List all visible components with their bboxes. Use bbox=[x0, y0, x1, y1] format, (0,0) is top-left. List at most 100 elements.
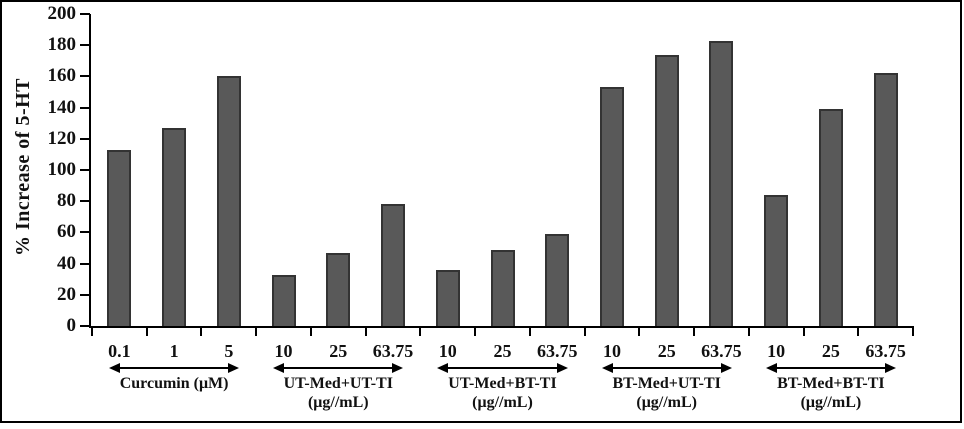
x-tick bbox=[364, 328, 367, 336]
arrowhead-right-icon bbox=[884, 363, 896, 373]
group-arrow bbox=[273, 363, 404, 373]
group-label: (μg//mL) bbox=[800, 394, 862, 411]
y-tick bbox=[80, 75, 90, 78]
x-tick bbox=[693, 328, 696, 336]
arrowhead-left-icon bbox=[109, 363, 120, 373]
x-tick-label: 0.1 bbox=[108, 341, 131, 361]
x-tick bbox=[583, 328, 586, 336]
x-tick-label: 63.75 bbox=[865, 341, 906, 361]
bar bbox=[162, 127, 187, 326]
x-tick bbox=[474, 328, 477, 336]
group-label: BT-Med+UT-TI bbox=[612, 375, 721, 392]
x-tick-label: 25 bbox=[329, 341, 348, 361]
arrowhead-left-icon bbox=[437, 363, 449, 373]
x-tick-label: 25 bbox=[493, 341, 512, 361]
x-tick bbox=[747, 328, 750, 336]
y-tick-label: 0 bbox=[66, 315, 77, 336]
x-tick bbox=[857, 328, 860, 336]
x-tick bbox=[145, 328, 148, 336]
y-tick-label: 200 bbox=[47, 3, 77, 24]
group-arrow bbox=[765, 363, 896, 373]
x-tick bbox=[638, 328, 641, 336]
group-arrow bbox=[601, 363, 732, 373]
y-axis-line bbox=[89, 14, 91, 328]
arrowhead-left-icon bbox=[601, 363, 613, 373]
x-tick bbox=[419, 328, 422, 336]
x-tick bbox=[91, 328, 93, 336]
x-tick-label: 5 bbox=[224, 341, 234, 361]
y-tick bbox=[80, 200, 90, 203]
y-tick-label: 160 bbox=[47, 65, 77, 87]
x-tick bbox=[255, 328, 258, 336]
group-arrow-line bbox=[446, 367, 559, 369]
group-label: (μg//mL) bbox=[636, 394, 697, 411]
y-tick bbox=[80, 262, 90, 265]
x-tick-label: 10 bbox=[274, 341, 293, 361]
y-tick bbox=[80, 44, 90, 47]
bar bbox=[654, 54, 679, 326]
bar bbox=[545, 233, 570, 326]
arrowhead-right-icon bbox=[556, 363, 568, 373]
bar bbox=[873, 73, 898, 326]
x-tick-label: 10 bbox=[438, 341, 457, 361]
arrowhead-left-icon bbox=[273, 363, 285, 373]
y-tick-label: 140 bbox=[47, 96, 77, 118]
arrowhead-left-icon bbox=[765, 363, 777, 373]
y-tick bbox=[80, 106, 90, 109]
group-label: Curcumin (μM) bbox=[119, 375, 229, 392]
y-tick-label: 60 bbox=[57, 221, 76, 243]
arrowhead-right-icon bbox=[228, 363, 240, 373]
x-tick bbox=[309, 328, 312, 336]
bar bbox=[490, 249, 515, 326]
y-tick bbox=[80, 13, 90, 15]
y-tick-label: 100 bbox=[47, 159, 77, 180]
y-tick bbox=[80, 137, 90, 140]
bar bbox=[435, 269, 460, 326]
group-arrow-line bbox=[118, 367, 231, 369]
group-arrow-line bbox=[282, 367, 395, 369]
bar bbox=[709, 40, 734, 326]
y-tick-label: 20 bbox=[57, 283, 76, 305]
group-label: (μg//mL) bbox=[472, 394, 533, 411]
bar bbox=[764, 194, 789, 326]
group-arrow-line bbox=[774, 367, 887, 369]
x-tick-label: 63.75 bbox=[372, 341, 414, 361]
x-tick bbox=[200, 328, 203, 336]
bar bbox=[599, 87, 624, 326]
x-tick-label: 10 bbox=[602, 341, 621, 361]
x-tick bbox=[912, 328, 914, 336]
bar bbox=[326, 252, 351, 326]
group-label: (μg//mL) bbox=[307, 394, 369, 411]
y-tick bbox=[80, 293, 90, 296]
group-arrow bbox=[109, 363, 240, 373]
y-tick-label: 40 bbox=[57, 252, 76, 274]
bar bbox=[818, 109, 843, 326]
y-tick-label: 180 bbox=[47, 34, 77, 56]
bar bbox=[107, 149, 132, 326]
bar bbox=[216, 76, 241, 326]
arrowhead-right-icon bbox=[720, 363, 732, 373]
x-tick-label: 63.75 bbox=[536, 341, 578, 361]
bar bbox=[271, 274, 296, 326]
x-tick-label: 10 bbox=[767, 341, 786, 361]
x-tick-label: 63.75 bbox=[701, 341, 742, 361]
x-tick-label: 1 bbox=[169, 341, 179, 361]
y-tick-label: 80 bbox=[57, 190, 76, 212]
x-tick bbox=[802, 328, 805, 336]
group-label: BT-Med+BT-TI bbox=[777, 375, 885, 392]
y-tick bbox=[80, 325, 90, 327]
y-tick bbox=[80, 231, 90, 234]
group-arrow bbox=[437, 363, 568, 373]
group-label: UT-Med+UT-TI bbox=[283, 375, 393, 392]
y-tick-label: 120 bbox=[47, 127, 77, 149]
y-tick bbox=[80, 169, 90, 171]
group-label: UT-Med+BT-TI bbox=[448, 375, 557, 392]
x-axis-line bbox=[89, 326, 914, 328]
bar bbox=[381, 204, 406, 326]
x-tick-label: 25 bbox=[821, 341, 840, 361]
arrowhead-right-icon bbox=[392, 363, 404, 373]
group-arrow-line bbox=[610, 367, 723, 369]
